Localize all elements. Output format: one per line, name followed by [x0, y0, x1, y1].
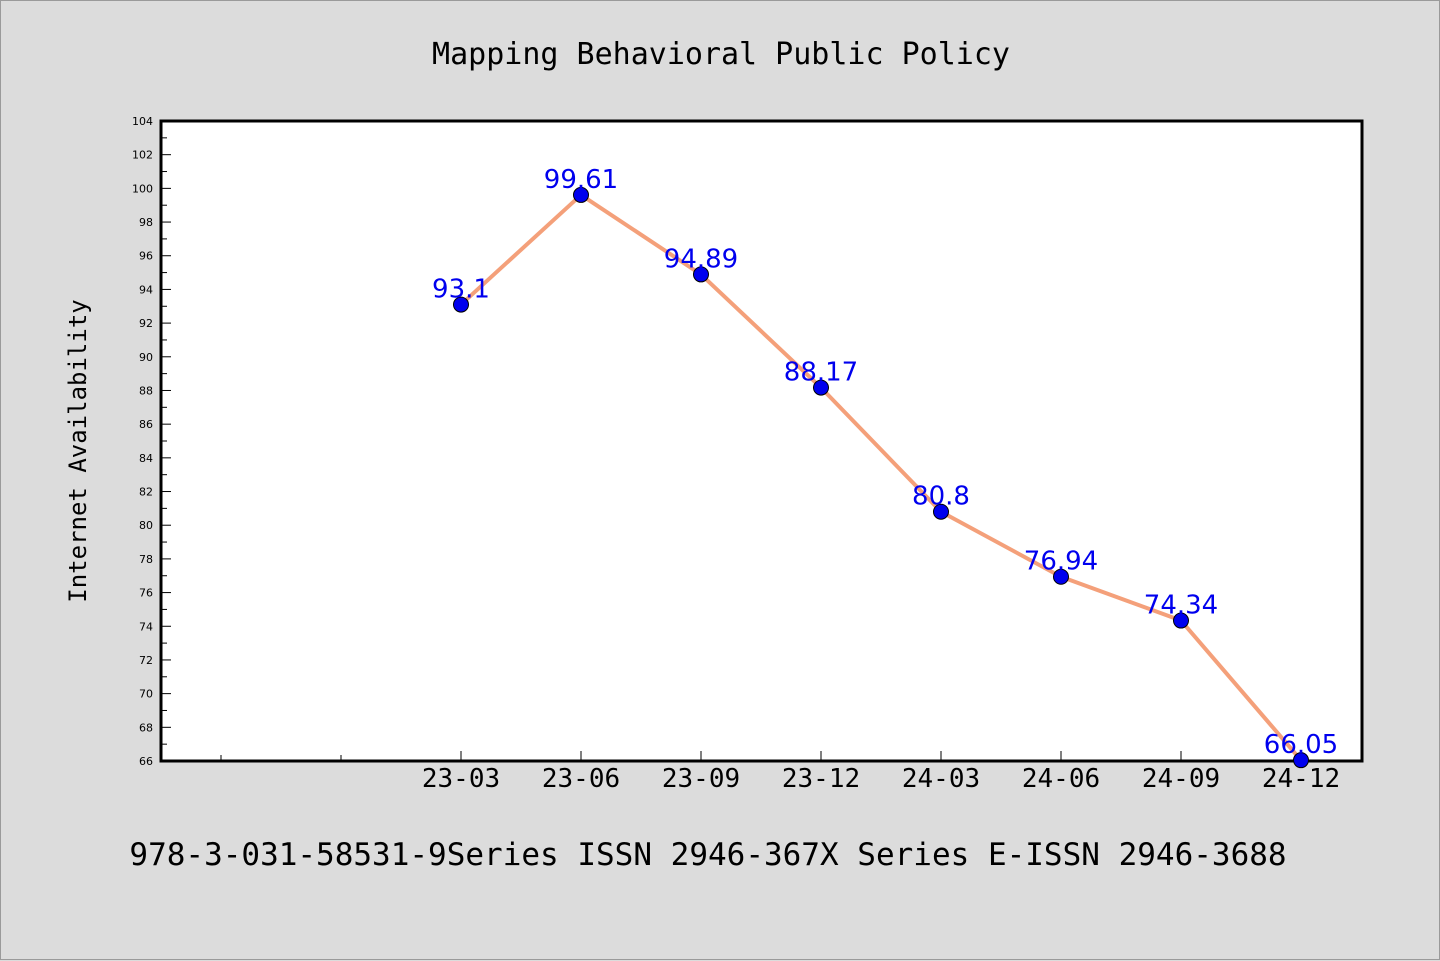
y-tick-label: 88	[139, 384, 153, 397]
data-label: 80.8	[912, 482, 970, 512]
y-axis-label: Internet Availability	[64, 299, 92, 602]
data-label: 94.89	[664, 244, 738, 274]
x-tick-label: 24-03	[902, 764, 980, 794]
data-label: 88.17	[784, 358, 858, 388]
data-label: 76.94	[1024, 547, 1098, 577]
data-point	[693, 266, 709, 283]
data-point	[1293, 752, 1309, 769]
chart-title: Mapping Behavioral Public Policy	[432, 37, 1010, 72]
y-tick-label: 80	[139, 519, 153, 532]
y-tick-label: 98	[139, 216, 153, 229]
data-label: 74.34	[1144, 591, 1218, 621]
series-layer	[453, 186, 1309, 769]
y-axis-ticks: 66 68 70 72 74 76 78 80 82 84 86 88 90 92 94 96 98 100 102…	[132, 115, 171, 768]
y-tick-label: 90	[139, 351, 153, 364]
y-tick-label: 104	[132, 115, 153, 128]
data-point	[933, 503, 949, 520]
data-label: 93.1	[432, 275, 490, 305]
x-tick-label: 23-09	[662, 764, 740, 794]
y-tick-label: 66	[139, 755, 153, 768]
series-line	[459, 192, 1303, 763]
plot-area	[159, 119, 1364, 763]
data-point	[573, 186, 589, 203]
y-tick-label: 82	[139, 486, 153, 499]
y-tick-label: 86	[139, 418, 153, 431]
y-tick-label: 84	[139, 452, 153, 465]
x-tick-label: 23-12	[782, 764, 860, 794]
x-tick-label: 24-09	[1142, 764, 1220, 794]
x-axis-ticks: 23-03 23-06 23-09 23-12 24-03 24-06 24-09 24-12	[220, 751, 1340, 794]
y-tick-label: 94	[139, 283, 153, 296]
y-tick-label: 92	[139, 317, 153, 330]
data-label: 99.61	[544, 165, 618, 195]
footer-text: 978-3-031-58531-9Series ISSN 2946-367X S…	[129, 837, 1286, 873]
data-label-layer: 93.1 99.61 94.89 88.17 80.8 76.94 74.34 66.05	[432, 165, 1338, 760]
y-tick-label: 72	[139, 654, 153, 667]
x-tick-label: 24-12	[1262, 764, 1340, 794]
x-tick-label: 23-03	[422, 764, 500, 794]
x-tick-label: 24-06	[1022, 764, 1100, 794]
data-point	[813, 379, 829, 396]
data-label: 66.05	[1264, 730, 1338, 760]
data-point	[1173, 612, 1189, 629]
data-point	[453, 296, 469, 313]
y-tick-label: 74	[139, 620, 153, 633]
y-tick-label: 76	[139, 587, 153, 600]
data-point	[1053, 568, 1069, 585]
y-tick-label: 78	[139, 553, 153, 566]
x-tick-label: 23-06	[542, 764, 620, 794]
y-tick-label: 102	[132, 149, 153, 162]
y-tick-label: 70	[139, 688, 153, 701]
y-tick-label: 68	[139, 721, 153, 734]
y-tick-label: 100	[132, 182, 153, 195]
y-tick-label: 96	[139, 250, 153, 263]
